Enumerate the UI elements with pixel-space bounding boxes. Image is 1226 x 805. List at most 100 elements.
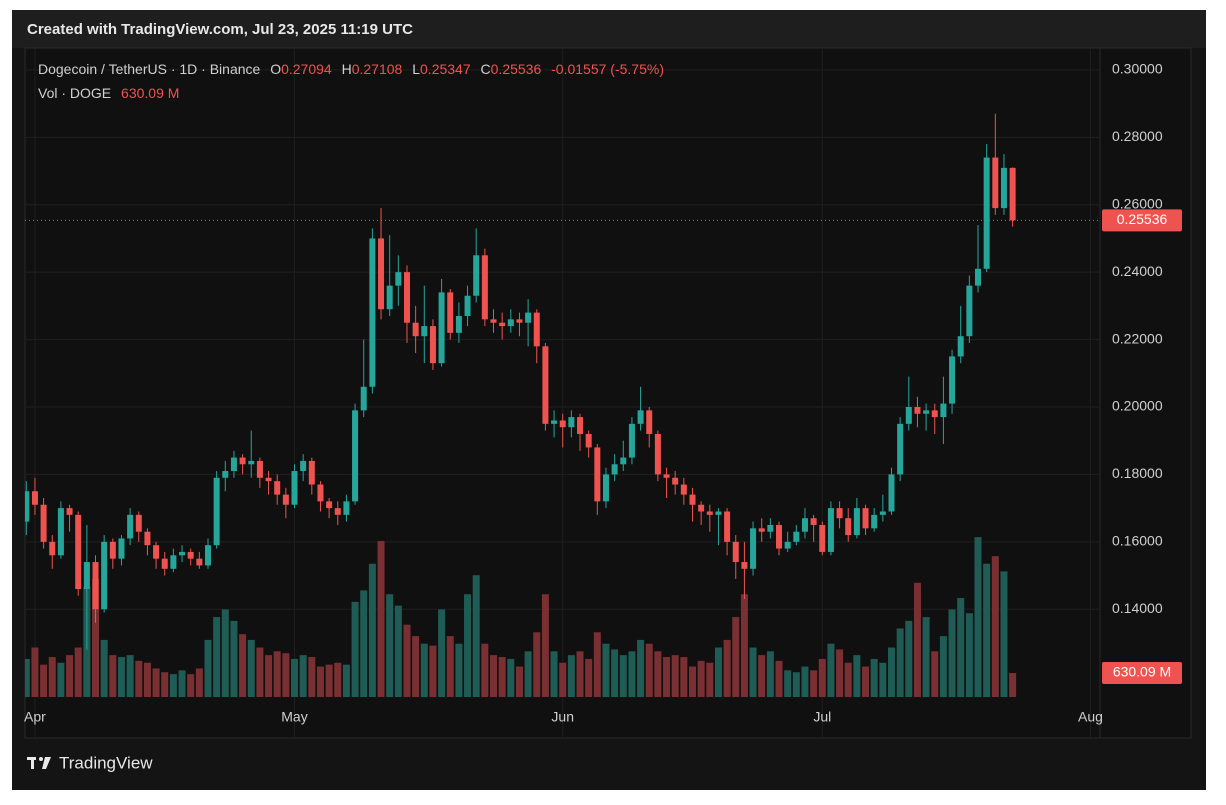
- candle-body: [801, 518, 808, 532]
- candle-body: [455, 315, 462, 333]
- candle-body: [490, 319, 497, 323]
- volume-bar: [490, 655, 498, 697]
- legend-open: 0.27094: [281, 61, 332, 77]
- volume-bar: [697, 660, 705, 697]
- volume-bar: [827, 643, 835, 697]
- candle-body: [343, 501, 350, 515]
- volume-bar: [524, 651, 532, 697]
- candle-body: [646, 410, 653, 434]
- candle-body: [680, 484, 687, 495]
- volume-bar: [117, 657, 125, 697]
- volume-bar: [204, 639, 212, 697]
- candle-body: [897, 423, 904, 475]
- volume-bar: [784, 670, 792, 697]
- volume-bar: [230, 620, 238, 697]
- x-tick-label: May: [281, 709, 307, 725]
- candle-body: [871, 514, 878, 529]
- legend-close: 0.25536: [491, 61, 542, 77]
- candle-body: [706, 511, 713, 515]
- volume-bar: [368, 563, 376, 697]
- legend-high: 0.27108: [352, 61, 403, 77]
- volume-bar: [974, 537, 982, 697]
- candle-body: [732, 541, 739, 563]
- candle-body: [983, 157, 990, 269]
- volume-bar: [403, 624, 411, 697]
- volume-bar: [316, 666, 324, 697]
- volume-bar: [654, 651, 662, 697]
- volume-bar: [931, 651, 939, 697]
- candle-body: [222, 471, 229, 478]
- candle-body: [300, 460, 307, 472]
- candle-body: [905, 406, 912, 424]
- candles: [25, 113, 1016, 650]
- candle-body: [196, 558, 203, 566]
- volume-bar: [887, 647, 895, 697]
- volume-bar: [308, 657, 316, 697]
- volume-bar: [550, 651, 558, 697]
- x-tick-label: Aug: [1078, 709, 1103, 725]
- volume-bar: [92, 579, 100, 697]
- volume-bar: [299, 655, 307, 697]
- volume-bar: [265, 655, 273, 697]
- volume-bar: [836, 649, 844, 697]
- candle-body: [464, 295, 471, 316]
- volume-bar: [74, 647, 82, 697]
- candle-body: [438, 292, 445, 364]
- candle-body: [499, 322, 506, 327]
- candle-body: [378, 238, 385, 310]
- candle-body: [992, 157, 999, 209]
- candle-body: [741, 562, 748, 569]
- candle-body: [101, 541, 108, 610]
- volume-bar: [377, 540, 385, 697]
- volume-bar: [109, 655, 117, 697]
- candle-body: [810, 518, 817, 525]
- candle-body: [966, 285, 973, 337]
- volume-bar: [507, 658, 515, 697]
- candle-body: [1009, 167, 1016, 221]
- candle-body: [637, 410, 644, 424]
- volume-bar: [714, 647, 722, 697]
- candle-body: [585, 433, 592, 448]
- candle-body: [559, 420, 566, 428]
- brand-logo: [27, 757, 51, 769]
- volume-bar: [567, 655, 575, 697]
- volume-bar: [948, 609, 956, 697]
- candle-body: [31, 491, 38, 505]
- candle-body: [853, 508, 860, 536]
- volume-bar: [870, 658, 878, 697]
- candle-body: [577, 417, 584, 434]
- candle-body: [516, 319, 523, 323]
- volume-bar: [792, 672, 800, 697]
- volume-bar: [247, 639, 255, 697]
- candle-body: [291, 471, 298, 505]
- legend-label: H: [342, 61, 352, 77]
- candle-body: [888, 474, 895, 512]
- candle-body: [317, 484, 324, 502]
- candle-body: [663, 474, 670, 478]
- y-tick-label: 0.26000: [1112, 195, 1163, 211]
- chart-title: Created with TradingView.com, Jul 23, 20…: [27, 21, 413, 38]
- volume-bar: [983, 563, 991, 697]
- candle-body: [447, 292, 454, 333]
- candle-body: [57, 508, 64, 556]
- volume-bar: [135, 660, 143, 697]
- candle-body: [352, 410, 359, 502]
- volume-bar: [472, 575, 480, 697]
- volume-bar: [360, 590, 368, 697]
- candle-body: [611, 464, 618, 475]
- volume-bar: [143, 662, 151, 697]
- candle-body: [109, 541, 116, 559]
- candle-body: [879, 511, 886, 515]
- candle-body: [862, 508, 869, 529]
- volume-bar: [66, 655, 74, 697]
- candle-body: [153, 545, 160, 559]
- volume-bar: [334, 662, 342, 697]
- candle-body: [507, 319, 514, 327]
- volume-name: Vol · DOGE: [38, 85, 111, 101]
- volume-bar: [57, 662, 65, 697]
- y-tick-label: 0.20000: [1112, 398, 1163, 414]
- volume-bar: [775, 660, 783, 697]
- candle-body: [256, 460, 263, 478]
- candle-body: [213, 477, 220, 546]
